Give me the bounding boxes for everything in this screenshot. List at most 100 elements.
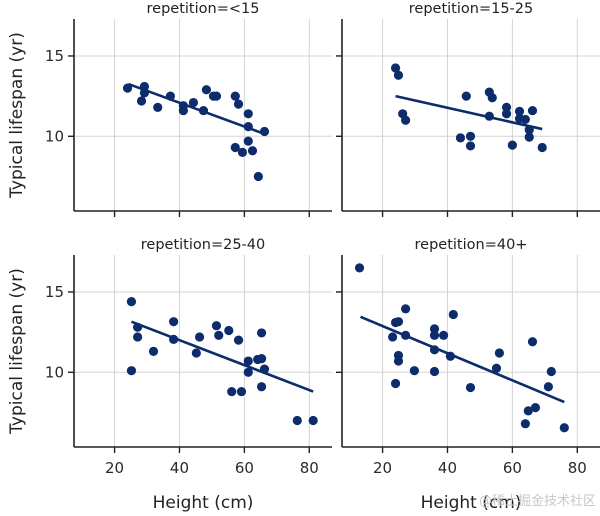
data-point — [445, 351, 455, 361]
data-point — [393, 356, 404, 366]
data-point — [259, 364, 270, 374]
data-point — [487, 93, 497, 103]
data-point — [243, 122, 253, 132]
data-point — [354, 263, 365, 273]
data-point — [211, 91, 222, 101]
x-tick-label: 40 — [438, 459, 457, 477]
data-point — [429, 345, 440, 355]
data-point — [211, 321, 222, 331]
y-tick-label: 10 — [45, 363, 64, 381]
data-point — [484, 111, 494, 121]
panel-title: repetition=25-40 — [141, 237, 265, 253]
data-point — [253, 171, 263, 182]
data-point — [178, 105, 188, 116]
facet-panel-4: 20 40 60 80 repetition=40+ — [336, 237, 600, 477]
data-point — [524, 125, 534, 135]
data-point — [501, 102, 512, 112]
data-point — [133, 332, 143, 342]
data-point — [401, 330, 411, 340]
data-point — [126, 296, 137, 307]
data-point — [514, 106, 525, 116]
data-point — [537, 142, 547, 153]
data-point — [388, 332, 398, 342]
data-point — [543, 382, 554, 392]
watermark: @稀土掘金技术社区 — [479, 493, 596, 509]
data-point — [194, 332, 205, 342]
x-tick-label: 80 — [568, 459, 587, 477]
data-point — [247, 146, 258, 156]
data-point — [233, 335, 244, 345]
data-point — [230, 142, 240, 153]
data-point — [256, 354, 267, 364]
data-point — [401, 304, 411, 314]
trend-line — [128, 82, 263, 135]
data-point — [524, 132, 534, 142]
data-point — [429, 330, 440, 340]
data-point — [393, 70, 404, 80]
data-point — [530, 403, 541, 413]
x-tick-label: 20 — [373, 459, 392, 477]
data-point — [169, 317, 179, 327]
data-point — [429, 324, 440, 334]
panel-title: repetition=40+ — [415, 237, 528, 253]
data-point — [520, 419, 530, 429]
panel-title: repetition=<15 — [147, 1, 260, 17]
data-point — [559, 423, 569, 433]
data-point — [259, 126, 270, 137]
data-point — [230, 91, 240, 101]
data-point — [491, 363, 502, 373]
data-point — [393, 317, 404, 327]
data-point — [139, 81, 150, 92]
data-point — [122, 83, 133, 93]
data-point — [236, 386, 247, 397]
data-point — [188, 97, 199, 108]
data-point — [126, 366, 137, 376]
x-axis-title-left: Height (cm) — [153, 493, 254, 513]
data-point — [136, 96, 147, 106]
data-point — [507, 140, 517, 150]
x-axis-title-right: Height (cm) — [421, 493, 522, 513]
data-point — [461, 91, 471, 101]
data-point — [438, 330, 449, 340]
data-point — [390, 378, 401, 389]
data-point — [148, 346, 159, 357]
y-axis-title-bottom: Typical lifespan (yr) — [7, 268, 27, 435]
data-point — [243, 136, 253, 146]
data-point — [546, 366, 556, 377]
data-point — [169, 334, 179, 344]
y-axis-title-top: Typical lifespan (yr) — [7, 32, 27, 199]
data-point — [133, 322, 143, 332]
data-point — [527, 105, 538, 116]
data-point — [198, 105, 209, 116]
data-point — [224, 325, 234, 336]
data-point — [390, 63, 401, 73]
x-tick-label: 40 — [170, 459, 189, 477]
x-tick-label: 60 — [503, 459, 522, 477]
y-tick-label: 10 — [45, 127, 64, 145]
panel-title: repetition=15-25 — [409, 1, 533, 17]
data-point — [527, 337, 538, 347]
data-point — [409, 366, 419, 376]
data-point — [465, 141, 476, 151]
data-point — [153, 102, 163, 112]
data-point — [401, 115, 411, 125]
data-point — [520, 114, 530, 125]
trend-line — [359, 315, 565, 404]
facet-panel-3: 20 40 60 80 10 15 repetition=25-40 — [45, 237, 332, 477]
data-point — [465, 131, 476, 141]
data-point — [523, 406, 533, 416]
data-point — [191, 348, 201, 358]
trend-line — [130, 320, 314, 393]
data-point — [201, 85, 212, 95]
data-point — [494, 348, 504, 358]
data-point — [227, 386, 237, 397]
x-tick-label: 20 — [105, 459, 124, 477]
data-point — [256, 382, 267, 392]
x-tick-label: 80 — [300, 459, 319, 477]
data-point — [256, 328, 267, 338]
data-point — [292, 415, 302, 426]
data-point — [165, 91, 175, 101]
y-tick-label: 15 — [45, 47, 64, 65]
data-point — [243, 367, 253, 377]
